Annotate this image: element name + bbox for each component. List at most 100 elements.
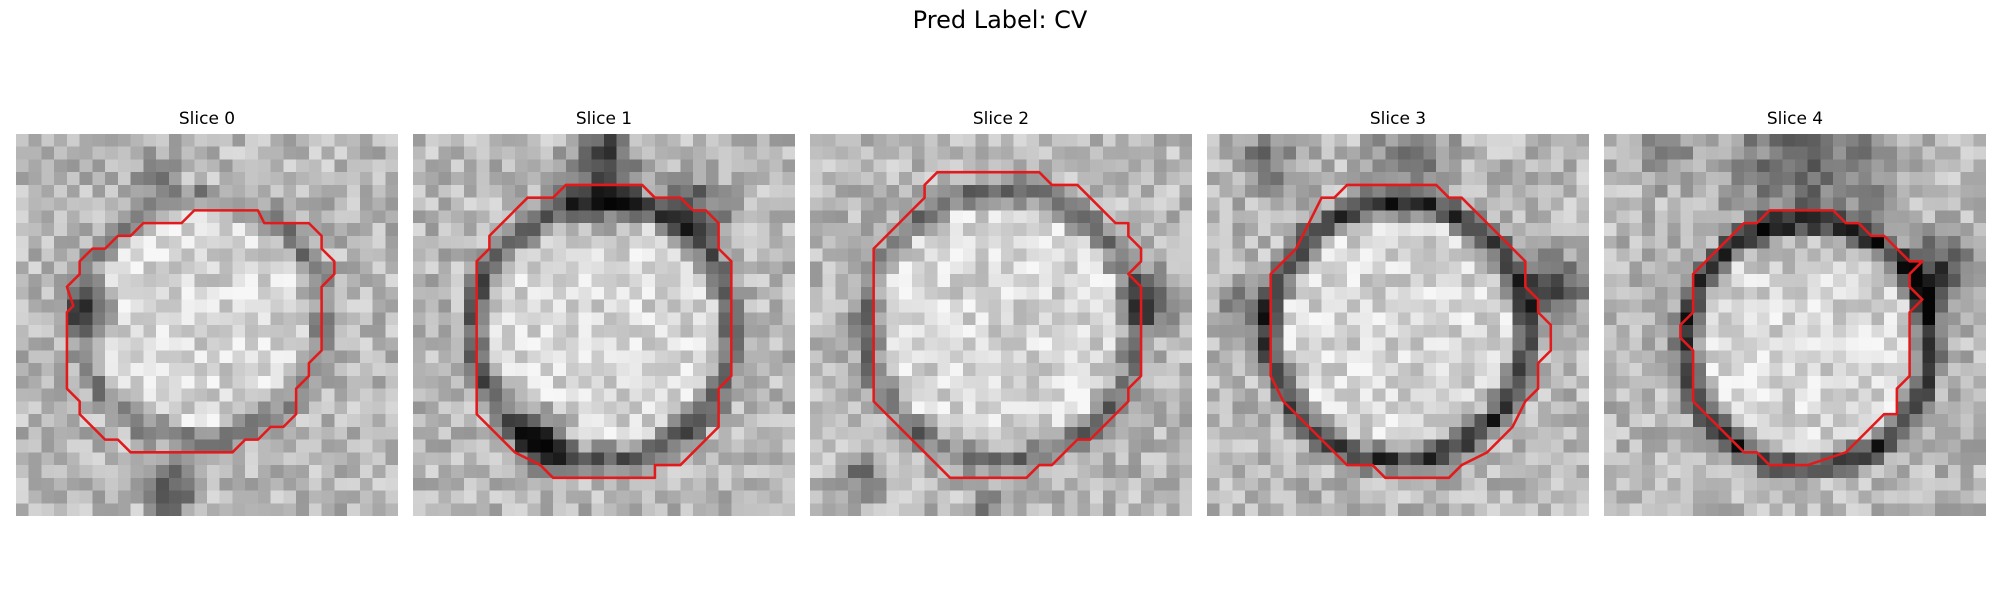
pixel [1347, 299, 1361, 313]
pixel [1782, 261, 1796, 275]
pixel [143, 286, 157, 300]
pixel [527, 274, 541, 288]
pixel [1064, 197, 1078, 211]
pixel [1833, 274, 1847, 288]
pixel [502, 401, 516, 415]
pixel [1858, 286, 1872, 300]
pixel [489, 261, 503, 275]
pixel [950, 350, 964, 364]
pixel [1051, 414, 1065, 428]
pixel [1128, 210, 1142, 224]
pixel [1550, 299, 1564, 313]
pixel [527, 146, 541, 160]
pixel [28, 172, 42, 186]
pixel [308, 261, 322, 275]
pixel [1576, 210, 1589, 224]
pixel [476, 134, 490, 147]
pixel [1563, 223, 1577, 237]
pixel [1039, 375, 1053, 389]
pixel [451, 184, 465, 198]
pixel [476, 159, 490, 173]
pixel [219, 439, 233, 453]
pixel [1807, 350, 1821, 364]
pixel [232, 248, 246, 262]
pixel [1296, 172, 1310, 186]
pixel [1334, 426, 1348, 440]
pixel [1219, 477, 1233, 491]
pixel [1385, 388, 1399, 402]
pixel [1153, 337, 1167, 351]
pixel [502, 490, 516, 504]
pixel [1001, 312, 1014, 326]
pixel [1705, 184, 1719, 198]
pixel [1845, 261, 1859, 275]
pixel [347, 159, 361, 173]
pixel [1833, 477, 1847, 491]
pixel [860, 401, 874, 415]
pixel [1744, 235, 1758, 249]
pixel [1359, 261, 1373, 275]
pixel [156, 235, 170, 249]
pixel [1232, 134, 1246, 147]
pixel [1654, 274, 1668, 288]
pixel [1232, 452, 1246, 466]
pixel [502, 503, 516, 516]
pixel [1102, 146, 1116, 160]
pixel [1347, 337, 1361, 351]
pixel [693, 401, 707, 415]
pixel [1283, 261, 1297, 275]
pixel [1922, 503, 1936, 516]
pixel [950, 235, 964, 249]
pixel [950, 477, 964, 491]
pixel [232, 184, 246, 198]
pixel [1141, 375, 1155, 389]
pixel [181, 426, 195, 440]
pixel [1884, 414, 1898, 428]
pixel [28, 414, 42, 428]
pixel [667, 503, 681, 516]
pixel [848, 197, 862, 211]
pixel [1487, 248, 1501, 262]
pixel [860, 235, 874, 249]
pixel [451, 388, 465, 402]
pixel [1166, 172, 1180, 186]
pixel [553, 286, 567, 300]
pixel [1667, 312, 1681, 326]
pixel [1499, 312, 1513, 326]
pixel [1077, 159, 1091, 173]
pixel [744, 248, 758, 262]
pixel [1347, 388, 1361, 402]
pixel [988, 439, 1002, 453]
slice-title: Slice 1 [575, 109, 633, 129]
pixel [1845, 210, 1859, 224]
pixel [1321, 159, 1335, 173]
pixel [334, 388, 348, 402]
pixel [1461, 503, 1475, 516]
pixel [1219, 134, 1233, 147]
pixel [347, 299, 361, 313]
pixel [591, 146, 605, 160]
pixel [810, 159, 823, 173]
pixel [257, 235, 271, 249]
pixel [616, 363, 630, 377]
pixel [1166, 465, 1180, 479]
pixel [667, 197, 681, 211]
pixel [1744, 223, 1758, 237]
pixel [92, 312, 106, 326]
pixel [16, 337, 29, 351]
pixel [156, 159, 170, 173]
pixel [1166, 388, 1180, 402]
pixel [413, 350, 426, 364]
pixel [92, 465, 106, 479]
pixel [886, 197, 900, 211]
pixel [1179, 184, 1192, 198]
pixel [1769, 248, 1783, 262]
pixel [219, 146, 233, 160]
pixel [1102, 375, 1116, 389]
pixel [1001, 248, 1014, 262]
pixel [873, 363, 887, 377]
pixel [756, 248, 770, 262]
pixel [1512, 159, 1526, 173]
pixel [924, 210, 938, 224]
pixel [514, 439, 528, 453]
